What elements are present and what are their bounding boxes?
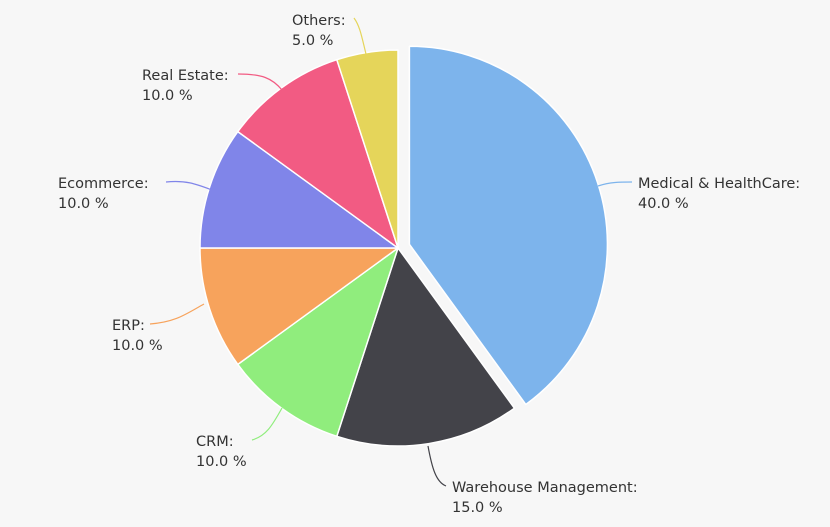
leader-line-crm: [251, 407, 283, 441]
slice-label-warehouse-management: Warehouse Management:: [452, 480, 638, 496]
slice-value-warehouse-management: 15.0 %: [452, 500, 503, 516]
pie-slice-others[interactable]: [336, 49, 399, 249]
slice-value-ecommerce: 10.0 %: [58, 196, 109, 212]
slice-label-real-estate: Real Estate:: [142, 68, 229, 84]
slice-value-real-estate: 10.0 %: [142, 88, 193, 104]
slice-value-medical-healthcare: 40.0 %: [638, 196, 689, 212]
leader-line-medical-healthcare: [597, 181, 633, 187]
leader-line-real-estate: [237, 73, 283, 91]
slice-label-erp: ERP:: [112, 318, 145, 334]
slice-label-ecommerce: Ecommerce:: [58, 176, 149, 192]
slice-value-crm: 10.0 %: [196, 454, 247, 470]
leader-line-warehouse-management: [427, 445, 447, 487]
slice-label-medical-healthcare: Medical & HealthCare:: [638, 176, 800, 192]
leader-line-ecommerce: [165, 180, 213, 191]
pie-slice-erp[interactable]: [199, 247, 399, 366]
leader-line-erp: [149, 303, 205, 325]
slice-value-erp: 10.0 %: [112, 338, 163, 354]
pie-slice-medical-healthcare[interactable]: [408, 45, 609, 406]
leader-line-others: [353, 17, 367, 55]
slice-label-others: Others:: [292, 13, 346, 29]
pie-slice-real-estate[interactable]: [237, 58, 399, 249]
slice-value-others: 5.0 %: [292, 33, 333, 49]
leaders-layer: [149, 17, 633, 487]
slices-layer: [199, 45, 609, 447]
pie-slice-warehouse-management[interactable]: [336, 247, 516, 447]
pie-slice-ecommerce[interactable]: [199, 130, 399, 249]
labels-layer: Medical & HealthCare: 40.0 % Warehouse Man…: [58, 13, 800, 516]
slice-label-crm: CRM:: [196, 434, 234, 450]
